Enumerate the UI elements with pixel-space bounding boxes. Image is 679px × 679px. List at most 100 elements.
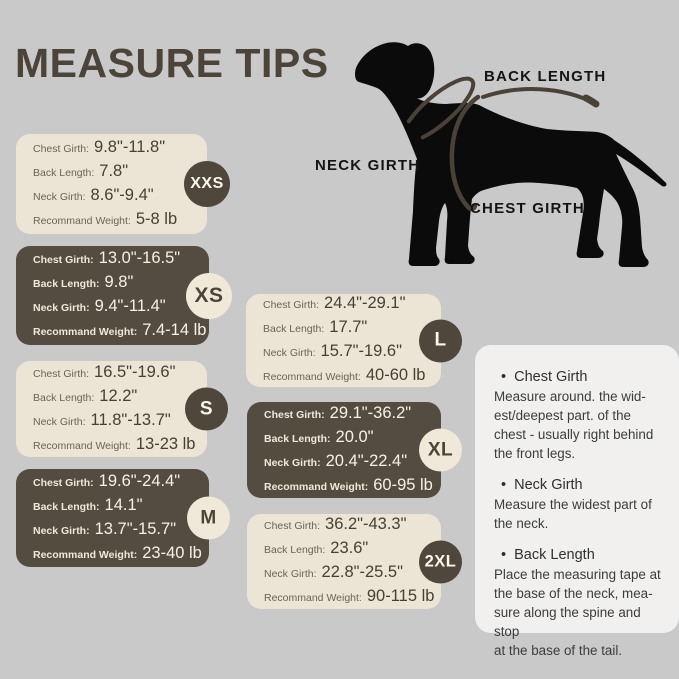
back-length-line [481, 87, 598, 106]
weight-value: 40-60 lb [365, 366, 426, 384]
weight-label: Recommand Weight: [264, 480, 369, 493]
weight-value: 90-115 lb [366, 587, 435, 605]
size-card-l: Chest Girth: 24.4"-29.1" Back Length: 17.7… [246, 293, 462, 387]
back-length-row: Back Length: 17.7" [263, 317, 435, 340]
size-badge-m: M [187, 496, 230, 540]
neck-girth-label: Neck Girth: [33, 302, 90, 314]
back-length-value: 7.8" [99, 161, 129, 180]
chest-girth-label: CHEST GIRTH [470, 200, 585, 217]
back-length-label: Back Length: [33, 391, 95, 404]
size-badge-s: S [185, 387, 228, 431]
neck-girth-label: Neck Girth: [33, 524, 90, 537]
neck-girth-value: 15.7"-19.6" [320, 342, 402, 360]
chest-girth-line [449, 94, 481, 212]
chest-girth-label: Chest Girth: [263, 299, 320, 311]
weight-row: Recommand Weight: 7.4-14 lb [33, 320, 207, 343]
weight-row: Recommand Weight: 5-8 lb [33, 209, 201, 232]
size-badge-xxs: XXS [184, 161, 230, 207]
chest-girth-label: Chest Girth: [33, 367, 90, 380]
weight-value: 5-8 lb [135, 209, 178, 228]
weight-value: 60-95 lb [373, 475, 433, 494]
neck-girth-value: 20.4"-22.4" [325, 451, 408, 470]
chest-girth-row: Chest Girth: 13.0"-16.5" [33, 248, 203, 271]
size-badge-l: L [419, 319, 462, 362]
chest-girth-value: 36.2"-43.3" [325, 515, 407, 533]
weight-row: Recommand Weight: 90-115 lb [264, 586, 435, 609]
neck-girth-value: 8.6"-9.4" [90, 185, 154, 204]
weight-label: Recommand Weight: [263, 371, 361, 383]
neck-girth-value: 13.7"-15.7" [94, 519, 177, 538]
tip-body: Place the measuring tape at the base of … [494, 567, 661, 658]
dog-silhouette-icon [355, 42, 667, 267]
chest-girth-row: Chest Girth: 19.6"-24.4" [33, 471, 203, 494]
page-title: MEASURE TIPS [15, 40, 329, 86]
chest-girth-value: 24.4"-29.1" [324, 294, 406, 312]
back-length-label: Back Length: [33, 278, 100, 290]
neck-girth-row: Neck Girth: 11.8"-13.7" [33, 410, 201, 433]
chest-girth-row: Chest Girth: 24.4"-29.1" [263, 293, 435, 316]
size-card-2xl: Chest Girth: 36.2"-43.3" Back Length: 23.6… [247, 514, 462, 609]
chest-girth-row: Chest Girth: 36.2"-43.3" [264, 514, 435, 537]
weight-label: Recommand Weight: [264, 592, 362, 604]
neck-girth-label: Neck Girth: [33, 415, 86, 428]
neck-girth-label: Neck Girth: [264, 568, 317, 580]
weight-label: Recommand Weight: [33, 548, 138, 561]
size-badge-xl: XL [419, 428, 462, 472]
chest-girth-row: Chest Girth: 16.5"-19.6" [33, 362, 201, 385]
neck-girth-row: Neck Girth: 8.6"-9.4" [33, 185, 201, 208]
chest-girth-label: Chest Girth: [264, 520, 321, 532]
weight-value: 13-23 lb [135, 434, 196, 453]
back-length-value: 9.8" [104, 273, 134, 291]
neck-girth-value: 11.8"-13.7" [90, 410, 171, 429]
size-card-xxs: Chest Girth: 9.8"-11.8" Back Length: 7.8" … [16, 134, 230, 234]
neck-girth-row: Neck Girth: 13.7"-15.7" [33, 519, 203, 542]
weight-value: 23-40 lb [142, 543, 202, 562]
chest-girth-value: 29.1"-36.2" [329, 403, 412, 422]
size-card-m: Chest Girth: 19.6"-24.4" Back Length: 14.1… [16, 469, 230, 567]
tip-heading: Back Length [494, 546, 667, 565]
dog-diagram [350, 40, 675, 275]
chest-girth-label: Chest Girth: [264, 408, 325, 421]
neck-girth-label: NECK GIRTH [315, 157, 421, 174]
size-badge-2xl: 2XL [419, 540, 462, 583]
chest-girth-value: 13.0"-16.5" [98, 249, 181, 267]
neck-girth-row: Neck Girth: 9.4"-11.4" [33, 296, 203, 319]
tip-heading: Chest Girth [494, 368, 667, 387]
tips-panel: Chest Girth Measure around. the wid- est… [475, 345, 679, 658]
neck-girth-row: Neck Girth: 20.4"-22.4" [264, 451, 435, 474]
tip-body: Measure around. the wid- est/deepest par… [494, 389, 654, 461]
tip-back-length: Back Length Place the measuring tape at … [494, 546, 667, 660]
back-length-row: Back Length: 9.8" [33, 272, 203, 295]
back-length-label: Back Length: [264, 544, 326, 556]
weight-row: Recommand Weight: 13-23 lb [33, 434, 201, 457]
neck-girth-label: Neck Girth: [263, 347, 316, 359]
back-length-row: Back Length: 12.2" [33, 386, 201, 409]
neck-girth-value: 9.4"-11.4" [94, 297, 166, 315]
back-length-label: Back Length: [33, 500, 100, 513]
tip-heading: Neck Girth [494, 476, 667, 495]
weight-label: Recommand Weight: [33, 214, 131, 227]
back-length-label: Back Length: [264, 432, 331, 445]
back-length-value: 12.2" [99, 386, 138, 405]
size-card-s: Chest Girth: 16.5"-19.6" Back Length: 12.2… [16, 361, 228, 457]
back-length-row: Back Length: 14.1" [33, 495, 203, 518]
neck-girth-value: 22.8"-25.5" [321, 563, 403, 581]
chest-girth-label: Chest Girth: [33, 142, 90, 155]
chest-girth-value: 9.8"-11.8" [94, 137, 166, 156]
back-length-row: Back Length: 7.8" [33, 161, 201, 184]
neck-girth-line [400, 76, 476, 144]
back-length-value: 14.1" [104, 495, 143, 514]
tip-chest-girth: Chest Girth Measure around. the wid- est… [494, 368, 667, 463]
weight-label: Recommand Weight: [33, 326, 138, 338]
back-length-label: Back Length: [263, 323, 325, 335]
weight-value: 7.4-14 lb [142, 321, 207, 339]
weight-row: Recommand Weight: 60-95 lb [264, 475, 435, 498]
chest-girth-label: Chest Girth: [33, 254, 94, 266]
back-length-row: Back Length: 23.6" [264, 538, 435, 561]
chest-girth-value: 19.6"-24.4" [98, 471, 181, 490]
neck-girth-label: Neck Girth: [264, 456, 321, 469]
back-length-value: 20.0" [335, 427, 374, 446]
back-length-value: 23.6" [330, 539, 369, 557]
back-length-label: BACK LENGTH [484, 68, 607, 85]
